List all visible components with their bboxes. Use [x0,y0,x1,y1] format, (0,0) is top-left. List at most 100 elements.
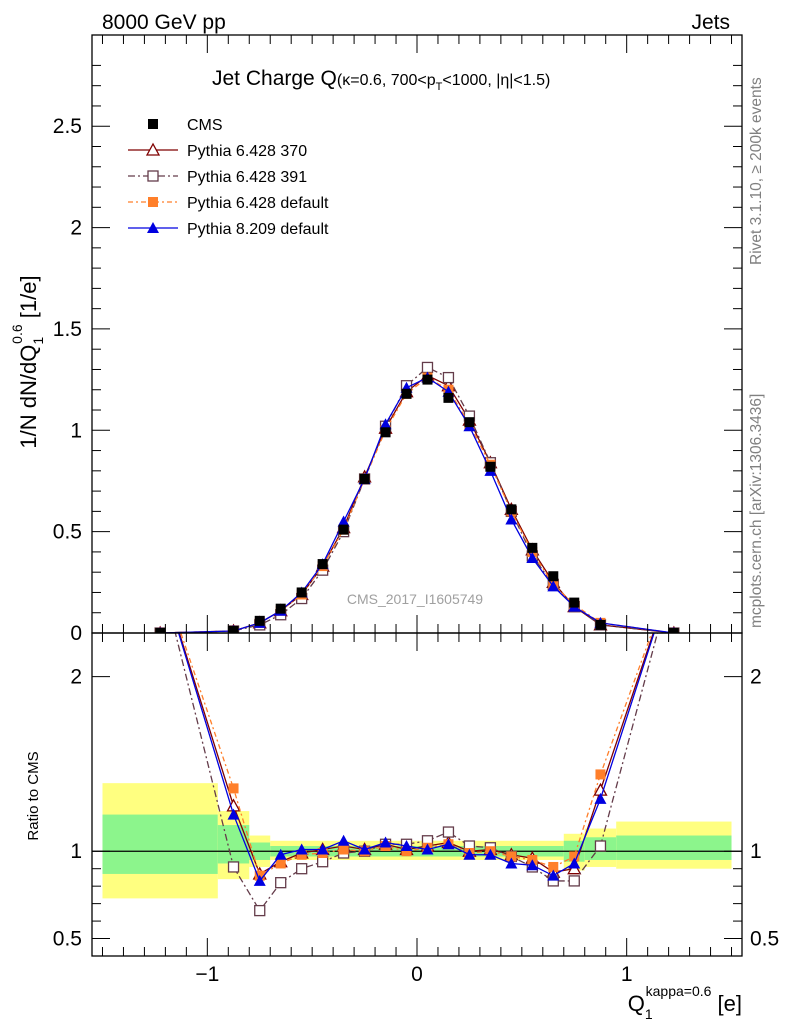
y-title-main: 1/N dN/dQ [16,345,41,449]
p8def-ratio-line [177,633,655,883]
plot-title-main: Jet Charge Q [212,67,337,90]
ratio-y-axis-title: Ratio to CMS [25,751,42,840]
x-title-unit: [e] [711,991,742,1016]
y-title-sup: 0.6 [9,324,25,344]
p8def-ratio-point [505,857,518,869]
x-tick-label: −1 [195,963,219,986]
y-title-unit: [1/e] [16,275,41,324]
cms-point [485,461,496,472]
green-band-6 [616,835,732,860]
p8def-ratio-point [227,808,240,820]
ratio-uncertainty-bands [92,783,742,899]
p391-ratio-point [442,826,455,838]
p8def-ratio-point [484,848,497,860]
p8def-ratio-point [526,859,539,871]
x-title-sub: 1 [645,1006,653,1022]
legend-label-cms: CMS [187,117,223,134]
p6def-ratio-point [401,846,412,857]
cms-point [254,615,265,626]
rivet-label: Rivet 3.1.10, ≥ 200k events [748,77,765,265]
ratio-y-tick-label: 1 [70,840,82,863]
main-y-axis-title: 1/N dN/dQ1 0.6 [1/e] [9,275,46,448]
p8def-ratio-point [400,840,413,852]
cms-point [359,473,370,484]
p6def-ratio-point [338,844,349,855]
p391-ratio-point [316,856,329,868]
cms-point [595,619,606,630]
p8def-ratio-point [316,843,329,855]
cms-point [338,524,349,535]
legend-label-p8def: Pythia 8.209 default [187,221,329,238]
cms-point [380,427,391,438]
p391-ratio-point [227,861,240,873]
p6def-ratio-point [506,851,517,862]
mcplots-label: mcplots.cern.ch [arXiv:1306.3436] [748,394,765,628]
cms-point [296,587,307,598]
p6def-ratio-point [569,851,580,862]
cms-point [506,504,517,515]
p8def-ratio-point [463,848,476,860]
legend-marker-p370 [145,142,161,156]
ratio-y-tick-label-right: 2 [750,666,762,689]
p6def-ratio-point [296,849,307,860]
watermark: CMS_2017_I1605749 [347,591,483,607]
p8def-ratio-point [253,874,266,886]
x-axis-title: Q1 kappa=0.6 [e] [628,983,742,1022]
p8def-point [547,580,560,592]
p8def-ratio-point [442,838,455,850]
p391-point [421,361,434,374]
main-y-tick-label: 0 [70,622,82,645]
legend: CMS Pythia 6.428 370 Pythia 6.428 391 Pythi… [128,117,329,238]
header-left: 8000 GeV pp [102,11,226,34]
p8def-ratio-point [568,857,581,869]
x-title-sup: kappa=0.6 [646,983,712,999]
legend-marker-p8def [147,222,159,233]
ratio-y-tick-label: 0.5 [53,928,82,951]
plot-title-idx: T [436,81,443,93]
main-y-tick-label: 1 [70,419,82,442]
cms-point [275,603,286,614]
legend-marker-p6def [148,197,158,207]
ratio-panel-frame [91,632,743,957]
p391-ratio-point [296,863,308,875]
ratio-y-tick-label: 2 [70,666,82,689]
cms-point [569,597,580,608]
cms-point [464,417,475,428]
p6def-ratio-point [595,769,606,780]
main-y-tick-label: 2 [70,217,82,240]
p8def-ratio-point [274,848,287,860]
cms-point [668,628,679,633]
plot-title: Jet Charge Q(κ=0.6, 700<pT<1000, |η|<1.5… [212,67,550,93]
legend-marker-cms [148,119,158,129]
legend-marker-p391 [147,170,159,182]
ratio-y-tick-label-right: 0.5 [750,928,779,951]
p8def-point [337,515,350,527]
p8def-ratio-point [379,836,392,848]
main-y-tick-label: 0.5 [53,521,82,544]
cms-point [228,625,239,633]
cms-point [548,571,559,582]
p8def-point [505,513,518,525]
x-tick-label: 0 [411,963,423,986]
main-y-tick-label: 1.5 [53,318,82,341]
p391-point [442,371,455,384]
cms-point [527,542,538,553]
p391-ratio-point [594,840,607,852]
ratio-y-tick-label-right: 1 [750,840,762,863]
p6def-ratio-point [275,858,286,869]
p8def-ratio-point [547,869,560,881]
cms-point [155,628,166,633]
legend-label-p391: Pythia 6.428 391 [187,169,307,186]
p6def-main-line [160,376,674,633]
p8def-ratio-point [421,843,434,855]
y-title-sub: 1 [30,337,46,345]
axis-ticks: −1 0 1 0 0.5 1 1.5 2 2.5 0.5 0.5 1 1 2 2 [53,35,779,986]
svg-text:1/N dN/dQ10.6 [1/e]: 1/N dN/dQ1 0.6 [1/e] [9,275,46,448]
cms-point [443,392,454,403]
green-band-0 [102,814,218,874]
p8def-ratio-point [337,834,350,846]
plot-title-sub: (κ=0.6, 700<p [337,72,436,89]
x-title-main: Q [628,991,645,1016]
ratio-panel-series [174,633,659,917]
